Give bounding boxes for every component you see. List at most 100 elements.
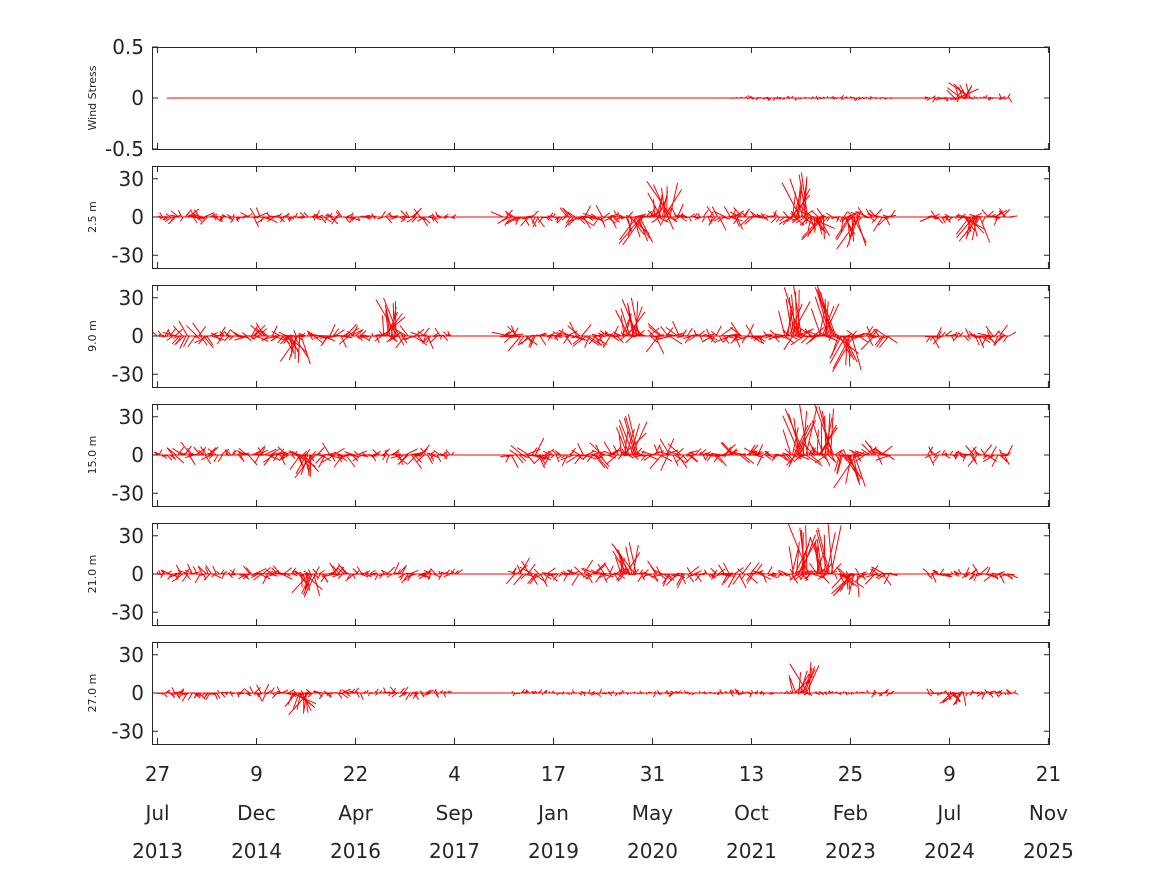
stick — [788, 296, 795, 337]
stick — [789, 690, 793, 694]
stick — [443, 691, 447, 694]
stick — [814, 543, 820, 575]
stick — [872, 216, 883, 232]
stick — [404, 448, 418, 456]
stick — [750, 335, 760, 339]
stick-segment — [926, 688, 1019, 700]
stick — [727, 450, 739, 456]
stick — [514, 216, 528, 219]
peak-stick-fan — [284, 692, 317, 716]
peak-stick-fan — [778, 285, 811, 337]
stick — [760, 212, 765, 218]
stick — [614, 547, 631, 575]
stick — [999, 324, 1008, 337]
stick — [762, 573, 767, 583]
stick — [356, 692, 360, 698]
stick — [961, 573, 968, 579]
stick — [201, 454, 212, 460]
stick — [591, 690, 595, 694]
stick — [702, 454, 706, 460]
stick-segment — [156, 562, 463, 585]
stick — [271, 325, 278, 337]
stick — [951, 335, 955, 341]
stick — [764, 335, 773, 339]
stick — [779, 216, 786, 222]
stick — [166, 447, 177, 456]
stick — [530, 454, 546, 460]
stick — [407, 454, 417, 465]
stick — [986, 567, 991, 575]
stick — [230, 573, 238, 576]
stick — [221, 214, 227, 218]
stick — [609, 216, 617, 229]
stick — [230, 216, 236, 223]
stick — [342, 688, 351, 694]
stick — [706, 454, 712, 462]
y-tick-label: -30 — [111, 481, 144, 505]
stick — [874, 451, 890, 456]
stick — [687, 573, 695, 583]
stick — [571, 573, 580, 586]
stick — [438, 570, 441, 575]
stick — [749, 210, 758, 218]
stick — [230, 692, 234, 697]
stick — [817, 294, 831, 337]
stick — [198, 566, 203, 575]
stick — [509, 449, 518, 456]
stick — [334, 452, 342, 456]
stick — [683, 335, 693, 339]
stick — [798, 672, 802, 694]
stick — [254, 216, 259, 218]
stick — [262, 573, 268, 585]
stick — [596, 692, 599, 696]
stick — [772, 572, 778, 575]
stick — [451, 214, 457, 218]
stick — [766, 214, 770, 218]
stick — [371, 332, 374, 337]
stick — [175, 692, 181, 700]
stick — [390, 454, 403, 459]
stick — [572, 335, 587, 347]
stick — [255, 445, 266, 456]
stick — [988, 454, 994, 459]
stick — [622, 216, 644, 246]
stick — [950, 571, 954, 575]
stick — [705, 452, 714, 456]
stick — [763, 692, 767, 695]
stick — [239, 454, 245, 463]
stick — [824, 692, 828, 696]
stick — [621, 216, 627, 220]
stick — [970, 97, 973, 100]
stick — [505, 216, 517, 224]
stick — [942, 692, 952, 702]
stick — [676, 335, 685, 338]
x-tick-label-year: 2025 — [1023, 839, 1074, 863]
stick — [782, 97, 786, 101]
stick — [879, 216, 889, 219]
stick-segment — [490, 203, 897, 232]
stick — [966, 216, 972, 236]
stick — [654, 444, 661, 456]
stick — [422, 335, 430, 344]
stick — [456, 569, 463, 575]
stick — [336, 209, 343, 218]
stick — [371, 573, 375, 576]
stick — [952, 692, 963, 706]
stick — [595, 573, 602, 583]
stick — [855, 211, 869, 218]
stick — [825, 212, 834, 218]
stick — [936, 335, 944, 339]
stick — [560, 692, 564, 695]
stick — [723, 443, 736, 456]
x-tick-label-month: Oct — [734, 801, 769, 825]
stick — [257, 447, 264, 456]
stick — [217, 689, 220, 694]
stick — [314, 216, 322, 221]
stick — [788, 674, 797, 694]
stick — [335, 211, 341, 218]
stick — [731, 209, 737, 218]
stick — [221, 691, 225, 694]
stick — [312, 568, 318, 575]
stick — [932, 97, 936, 103]
